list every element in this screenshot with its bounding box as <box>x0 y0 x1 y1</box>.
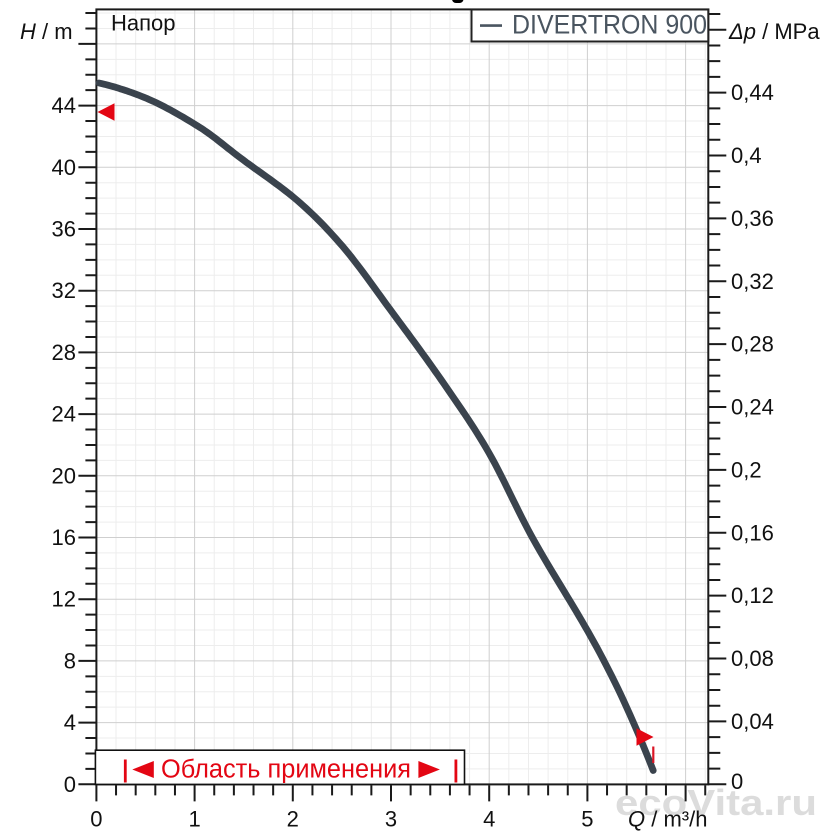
svg-text:32: 32 <box>52 278 76 303</box>
svg-text:4: 4 <box>483 807 495 832</box>
svg-text:0,16: 0,16 <box>731 520 774 545</box>
svg-text:40: 40 <box>52 155 76 180</box>
svg-text:36: 36 <box>52 217 76 242</box>
svg-text:Область применения: Область применения <box>161 756 411 784</box>
svg-text:0,4: 0,4 <box>731 143 762 168</box>
svg-text:ecoVita.ru: ecoVita.ru <box>615 782 817 823</box>
svg-text:0,44: 0,44 <box>731 80 774 105</box>
svg-text:Q / m³/h: Q / m³/h <box>628 807 707 832</box>
svg-text:Δp / MPa: Δp / MPa <box>728 19 820 44</box>
svg-text:0,12: 0,12 <box>731 583 774 608</box>
svg-text:DIVERTRON 900: DIVERTRON 900 <box>512 10 707 40</box>
svg-text:Напор: Напор <box>111 11 176 36</box>
svg-text:0: 0 <box>64 772 76 797</box>
svg-text:0: 0 <box>731 769 743 794</box>
svg-text:H / m: H / m <box>20 19 73 44</box>
svg-text:4: 4 <box>64 710 76 735</box>
svg-text:0,32: 0,32 <box>731 269 774 294</box>
svg-text:3: 3 <box>385 807 397 832</box>
svg-text:0,2: 0,2 <box>731 457 762 482</box>
svg-text:16: 16 <box>52 525 76 550</box>
svg-text:20: 20 <box>52 463 76 488</box>
svg-text:0,36: 0,36 <box>731 206 774 231</box>
svg-text:0,28: 0,28 <box>731 332 774 357</box>
svg-text:8: 8 <box>64 648 76 673</box>
svg-text:24: 24 <box>52 402 76 427</box>
svg-text:0: 0 <box>90 807 102 832</box>
svg-text:12: 12 <box>52 587 76 612</box>
svg-text:0,04: 0,04 <box>731 709 774 734</box>
svg-text:2: 2 <box>287 807 299 832</box>
svg-text:0,24: 0,24 <box>731 395 774 420</box>
svg-text:5: 5 <box>581 807 593 832</box>
svg-text:28: 28 <box>52 340 76 365</box>
svg-text:44: 44 <box>52 93 76 118</box>
svg-text:0,08: 0,08 <box>731 646 774 671</box>
svg-text:1: 1 <box>188 807 200 832</box>
